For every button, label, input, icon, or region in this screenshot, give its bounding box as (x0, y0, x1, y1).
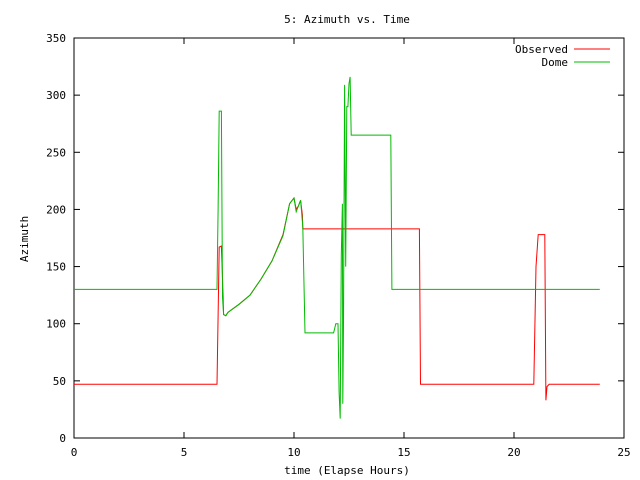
y-tick-label: 50 (53, 375, 66, 388)
y-tick-label: 150 (46, 261, 66, 274)
series-line-observed (74, 196, 600, 401)
legend-label-dome: Dome (542, 56, 569, 69)
y-tick-label: 0 (59, 432, 66, 445)
x-tick-label: 0 (71, 446, 78, 459)
x-tick-label: 5 (181, 446, 188, 459)
y-tick-label: 200 (46, 203, 66, 216)
y-axis-label: Azimuth (18, 216, 31, 262)
y-tick-label: 100 (46, 318, 66, 331)
x-tick-label: 20 (507, 446, 520, 459)
y-tick-label: 250 (46, 146, 66, 159)
x-tick-label: 15 (397, 446, 410, 459)
plot-frame (73, 37, 625, 439)
y-tick-label: 350 (46, 32, 66, 45)
x-tick-label: 25 (617, 446, 630, 459)
chart-title: 5: Azimuth vs. Time (284, 13, 410, 26)
y-tick-label: 300 (46, 89, 66, 102)
series-line-dome (74, 76, 600, 419)
x-axis-label: time (Elapse Hours) (284, 464, 410, 477)
legend-label-observed: Observed (515, 43, 568, 56)
x-tick-label: 10 (287, 446, 300, 459)
